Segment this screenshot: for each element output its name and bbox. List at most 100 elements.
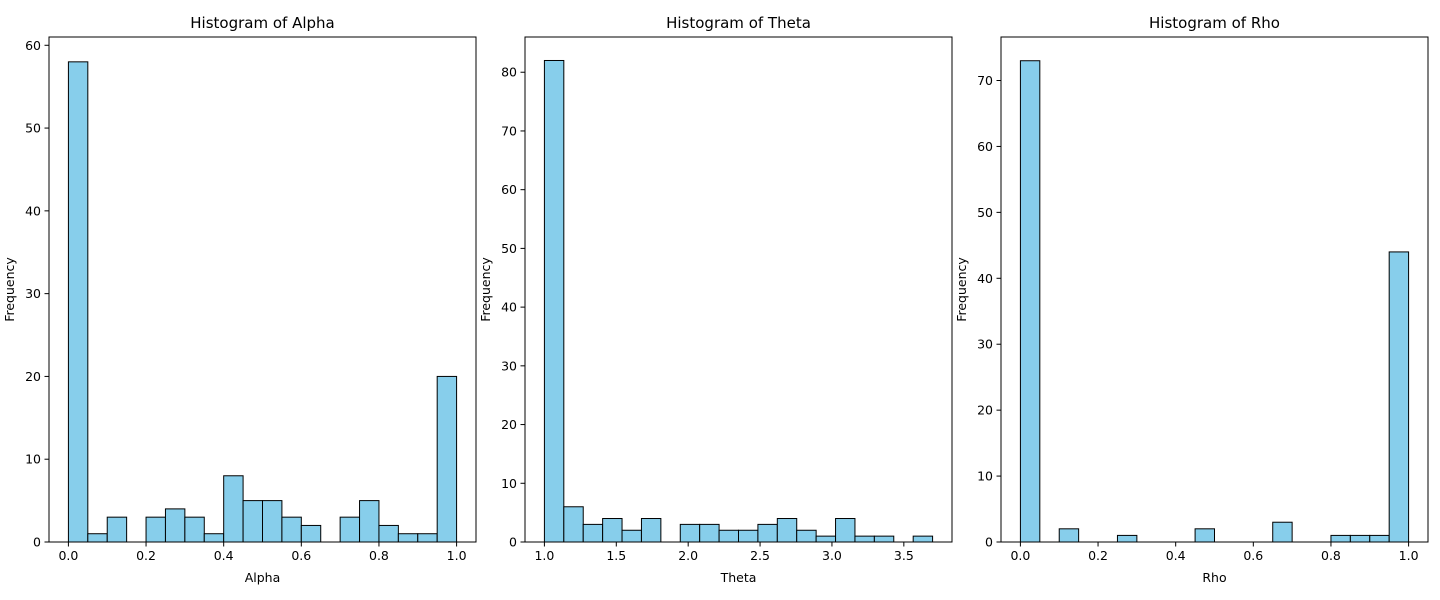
y-tick-label: 60	[25, 38, 41, 53]
histogram-bar	[339, 516, 361, 543]
histogram-bar	[223, 475, 244, 543]
y-axis-label: Frequency	[478, 257, 493, 322]
chart-title: Histogram of Theta	[666, 14, 811, 32]
histogram-bar	[796, 529, 817, 543]
y-tick-label: 40	[25, 203, 41, 218]
histogram-bar	[757, 523, 778, 543]
histogram-bar	[835, 518, 856, 543]
x-tick-label: 0.2	[1088, 548, 1108, 563]
x-tick-label: 3.5	[894, 548, 914, 563]
y-tick-label: 0	[33, 535, 41, 550]
x-tick-label: 2.0	[678, 548, 698, 563]
chart-panel-3: 0.0 0.2 0.4 0.6 0.8 1.0 0 10 20 30 40 50 60 70 Histogr…	[954, 14, 1429, 585]
histogram-bar	[776, 518, 798, 543]
y-tick-label: 50	[501, 241, 517, 256]
y-tick-label: 20	[977, 403, 993, 418]
histogram-bar	[1058, 528, 1080, 543]
histogram-bar	[436, 375, 458, 543]
y-tick-label: 30	[25, 286, 41, 301]
y-tick-label: 50	[977, 205, 993, 220]
x-tick-label: 0.4	[1166, 548, 1186, 563]
histogram-bar	[300, 524, 322, 543]
x-axis-label: Alpha	[245, 570, 281, 585]
y-tick-label: 10	[977, 469, 993, 484]
x-tick-label: 0.8	[1321, 548, 1341, 563]
x-tick-label: 0.0	[1010, 548, 1030, 563]
histogram-bar	[699, 523, 720, 543]
chart-panel-2: 1.0 1.5 2.0 2.5 3.0 3.5 0 10 20 30 40 50 60 70 80 Histo…	[478, 14, 953, 585]
histogram-bar	[281, 516, 302, 543]
x-tick-label: 3.0	[822, 548, 842, 563]
histogram-bar	[87, 533, 108, 543]
histogram-bar	[164, 508, 186, 543]
x-axis-label: Rho	[1202, 570, 1226, 585]
y-tick-label: 60	[977, 139, 993, 154]
histogram-bar	[873, 535, 895, 543]
x-tick-label: 0.6	[1243, 548, 1263, 563]
histogram-bar	[397, 533, 419, 543]
histogram-bar	[1194, 528, 1216, 543]
y-tick-label: 0	[509, 535, 517, 550]
histogram-bar	[67, 61, 89, 543]
histogram-bar	[1349, 534, 1371, 543]
x-axis-label: Theta	[720, 570, 757, 585]
x-tick-label: 0.2	[136, 548, 156, 563]
y-tick-label: 60	[501, 182, 517, 197]
histogram-bar	[1330, 534, 1351, 543]
histogram-bar	[582, 523, 604, 543]
y-tick-label: 40	[977, 271, 993, 286]
histogram-bar	[184, 516, 205, 543]
y-tick-label: 10	[25, 452, 41, 467]
histogram-bar	[1388, 251, 1410, 543]
histogram-bar	[359, 500, 380, 543]
histogram-bar	[378, 524, 399, 543]
histogram-bar	[621, 529, 642, 543]
y-tick-label: 0	[985, 535, 993, 550]
y-tick-label: 50	[25, 121, 41, 136]
x-tick-label: 0.6	[291, 548, 311, 563]
histogram-bar	[602, 518, 623, 543]
histogram-bar	[242, 500, 264, 543]
chart-title: Histogram of Rho	[1149, 14, 1280, 32]
histogram-bar	[543, 59, 565, 543]
histogram-bar	[738, 529, 759, 543]
y-axis-label: Frequency	[2, 257, 17, 322]
histogram-bar	[912, 535, 934, 543]
histogram-bar	[145, 516, 166, 543]
histogram-bar	[815, 535, 837, 543]
y-tick-label: 10	[501, 476, 517, 491]
histogram-bar	[854, 535, 875, 543]
y-tick-label: 70	[501, 123, 517, 138]
chart-title: Histogram of Alpha	[190, 14, 334, 32]
axes-frame	[48, 36, 477, 543]
x-tick-label: 1.0	[534, 548, 554, 563]
histogram-bar	[718, 529, 739, 543]
x-tick-label: 1.5	[606, 548, 626, 563]
histogram-bar	[640, 518, 662, 543]
histogram-bar	[203, 533, 225, 543]
axes-frame	[1000, 36, 1429, 543]
y-tick-label: 70	[977, 73, 993, 88]
y-tick-label: 30	[977, 337, 993, 352]
histogram-bar	[106, 516, 128, 543]
histogram-bar	[1116, 534, 1138, 543]
x-tick-label: 1.0	[1399, 548, 1419, 563]
histogram-bar	[417, 533, 438, 543]
histogram-bar	[1272, 521, 1293, 543]
y-tick-label: 80	[501, 65, 517, 80]
y-tick-label: 20	[25, 369, 41, 384]
x-tick-label: 1.0	[447, 548, 467, 563]
x-tick-label: 2.5	[750, 548, 770, 563]
y-tick-label: 40	[501, 300, 517, 315]
histogram-bar	[1019, 60, 1041, 543]
y-tick-label: 30	[501, 358, 517, 373]
x-tick-label: 0.0	[58, 548, 78, 563]
histogram-bar	[563, 506, 584, 543]
x-tick-label: 0.4	[214, 548, 234, 563]
histogram-bar	[679, 523, 701, 543]
y-axis-label: Frequency	[954, 257, 969, 322]
axes-frame	[524, 36, 953, 543]
x-tick-label: 0.8	[369, 548, 389, 563]
histogram-bar	[1369, 534, 1390, 543]
